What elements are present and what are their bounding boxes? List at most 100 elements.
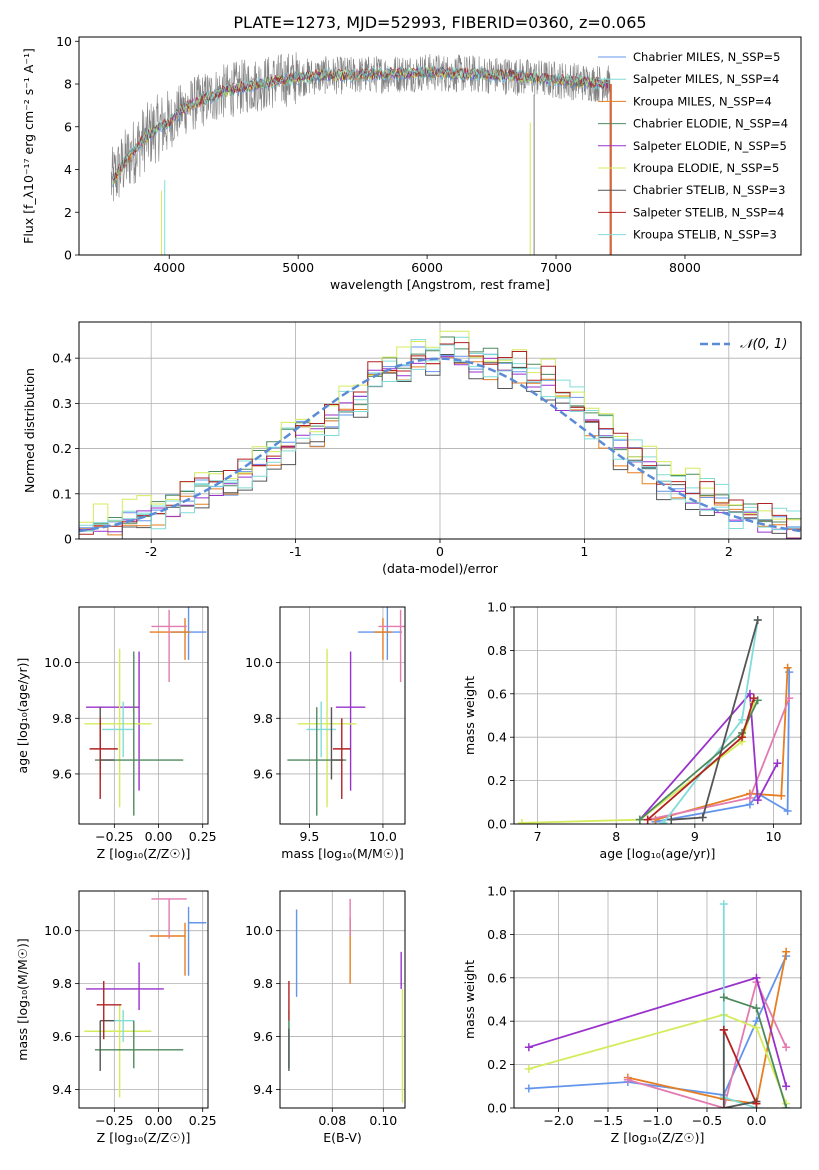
y-tick-label: 0.8 [487, 643, 507, 658]
gaussian-curve [79, 357, 801, 533]
x-tick-label: −1.5 [593, 1113, 623, 1128]
series-line [639, 691, 779, 821]
y-tick-label: 0.0 [487, 1101, 507, 1116]
y-tick-label: 0.4 [52, 351, 72, 366]
age-vs-Z-frame [78, 606, 209, 825]
x-tick-label: 2 [725, 544, 733, 559]
mass-vs-Z-axes: −0.25 0.00 0.25 9.4 9.6 9.8 10.0 Z [log₁₀(Z/Z☉)… [15, 891, 217, 1145]
massweight-vs-age-series [517, 616, 794, 824]
x-axis-label: mass [log₁₀(M/M☉)] [281, 846, 403, 861]
y-tick-label: 9.6 [52, 1029, 72, 1044]
y-tick-label: 0.8 [487, 927, 507, 942]
residual-histograms [79, 330, 801, 539]
x-tick-label: 0 [436, 544, 444, 559]
x-tick-label: −2.0 [543, 1113, 573, 1128]
legend-label: Salpeter MILES, N_SSP=4 [633, 72, 779, 86]
y-tick-label: 9.8 [52, 711, 72, 726]
legend-label: Chabrier MILES, N_SSP=5 [633, 50, 780, 64]
series-line [528, 1013, 788, 1105]
x-axis-label: Z [log₁₀(Z/Z☉)] [97, 1130, 191, 1145]
massweight-vs-age-frame [513, 606, 802, 825]
legend-label: Salpeter STELIB, N_SSP=4 [633, 205, 784, 219]
y-tick-label: 10.0 [245, 655, 273, 670]
figure-title: PLATE=1273, MJD=52993, FIBERID=0360, z=0… [233, 13, 646, 32]
y-tick-label: 6 [64, 119, 72, 134]
x-tick-label: 4000 [153, 260, 185, 275]
series-line [722, 1029, 757, 1108]
residual-histogram [79, 330, 801, 539]
mass-vs-EBV-axes: 0.08 0.10 9.4 9.6 9.8 10.0 E(B-V) [245, 891, 405, 1145]
y-tick-label: 10 [56, 34, 72, 49]
y-tick-label: 0.6 [487, 970, 507, 985]
y-tick-label: 9.8 [253, 711, 273, 726]
y-tick-label: 1.0 [487, 600, 507, 615]
x-axis-label: (data-model)/error [382, 561, 499, 576]
model-spectrum [112, 64, 608, 180]
residuals-axes: -2 -1 0 1 2 0 0.1 0.2 0.3 0.4 (data-model)/error No… [22, 322, 801, 576]
legend-label: Kroupa ELODIE, N_SSP=5 [633, 161, 779, 175]
mass-vs-Z-frame [78, 890, 209, 1109]
residuals-frame [78, 321, 802, 540]
y-tick-label: 0.2 [52, 441, 72, 456]
age-vs-mass-axes: 9.5 10.0 9.6 9.8 10.0 mass [log₁₀(M/M☉)] [245, 607, 405, 861]
x-tick-label: 0.00 [145, 1113, 173, 1128]
age-vs-mass-points [287, 607, 405, 816]
y-tick-label: 9.4 [52, 1082, 72, 1097]
y-axis-label: mass weight [462, 676, 477, 755]
series-line [722, 1029, 758, 1105]
series-line [639, 699, 759, 821]
series-line [627, 951, 788, 1105]
x-tick-label: 0.08 [318, 1113, 346, 1128]
y-tick-label: 9.6 [253, 766, 273, 781]
x-tick-label: 7000 [540, 260, 572, 275]
y-tick-label: 0.6 [487, 686, 507, 701]
y-tick-label: 10.0 [44, 923, 72, 938]
legend-label: Chabrier ELODIE, N_SSP=4 [633, 117, 788, 131]
x-tick-label: 10 [766, 829, 782, 844]
residual-histogram [79, 344, 801, 539]
observed-spectrum [110, 52, 611, 202]
y-tick-label: 2 [64, 205, 72, 220]
legend-label: Chabrier STELIB, N_SSP=3 [633, 183, 785, 197]
x-tick-label: 0.0 [747, 1113, 767, 1128]
y-tick-label: 0.3 [52, 396, 72, 411]
x-axis-label: E(B-V) [323, 1130, 362, 1145]
y-axis-label: mass weight [462, 960, 477, 1039]
age-vs-Z-points [84, 607, 207, 816]
y-tick-label: 0 [64, 532, 72, 547]
x-tick-label: 0.00 [145, 829, 173, 844]
x-tick-label: 9.5 [299, 829, 319, 844]
x-tick-label: 6000 [411, 260, 443, 275]
x-tick-label: 9 [691, 829, 699, 844]
y-axis-label: mass [log₁₀(M/M☉)] [15, 938, 30, 1060]
legend-label: Salpeter ELODIE, N_SSP=5 [633, 139, 787, 153]
x-tick-label: 10.0 [369, 829, 397, 844]
y-tick-label: 10.0 [245, 923, 273, 938]
x-tick-label: 0.25 [189, 829, 217, 844]
y-tick-label: 0.2 [487, 1057, 507, 1072]
y-tick-label: 9.4 [253, 1082, 273, 1097]
y-tick-label: 0.2 [487, 773, 507, 788]
x-axis-label: age [log₁₀(age/yr)] [600, 846, 716, 861]
x-tick-label: −0.5 [692, 1113, 722, 1128]
x-tick-label: 8 [612, 829, 620, 844]
spectrum-lines [110, 52, 612, 255]
y-axis-label: Normed distribution [22, 368, 37, 493]
series-line [627, 979, 788, 1108]
age-vs-Z-axes: −0.25 0.00 0.25 9.6 9.8 10.0 Z [log₁₀(Z/Z☉)] ag… [15, 607, 217, 861]
legend-label: Kroupa STELIB, N_SSP=3 [633, 228, 777, 242]
x-tick-label: -2 [145, 544, 157, 559]
x-tick-label: 1 [580, 544, 588, 559]
y-tick-label: 0.0 [487, 817, 507, 832]
massweight-vs-Z-frame [513, 890, 802, 1109]
x-tick-label: -1 [289, 544, 301, 559]
legend-label: Kroupa MILES, N_SSP=4 [633, 94, 772, 108]
y-tick-label: 8 [64, 77, 72, 92]
massweight-vs-Z-axes: −2.0 −1.5 −1.0 −0.5 0.0 0.0 0.2 0.4 0.6 0.8 1.0 Z [… [462, 884, 801, 1145]
x-tick-label: 0.25 [189, 1113, 217, 1128]
y-tick-label: 4 [64, 162, 72, 177]
gaussian-legend-label: 𝒩(0, 1) [740, 337, 787, 352]
x-axis-label: Z [log₁₀(Z/Z☉)] [611, 1130, 705, 1145]
x-tick-label: 7 [534, 829, 542, 844]
